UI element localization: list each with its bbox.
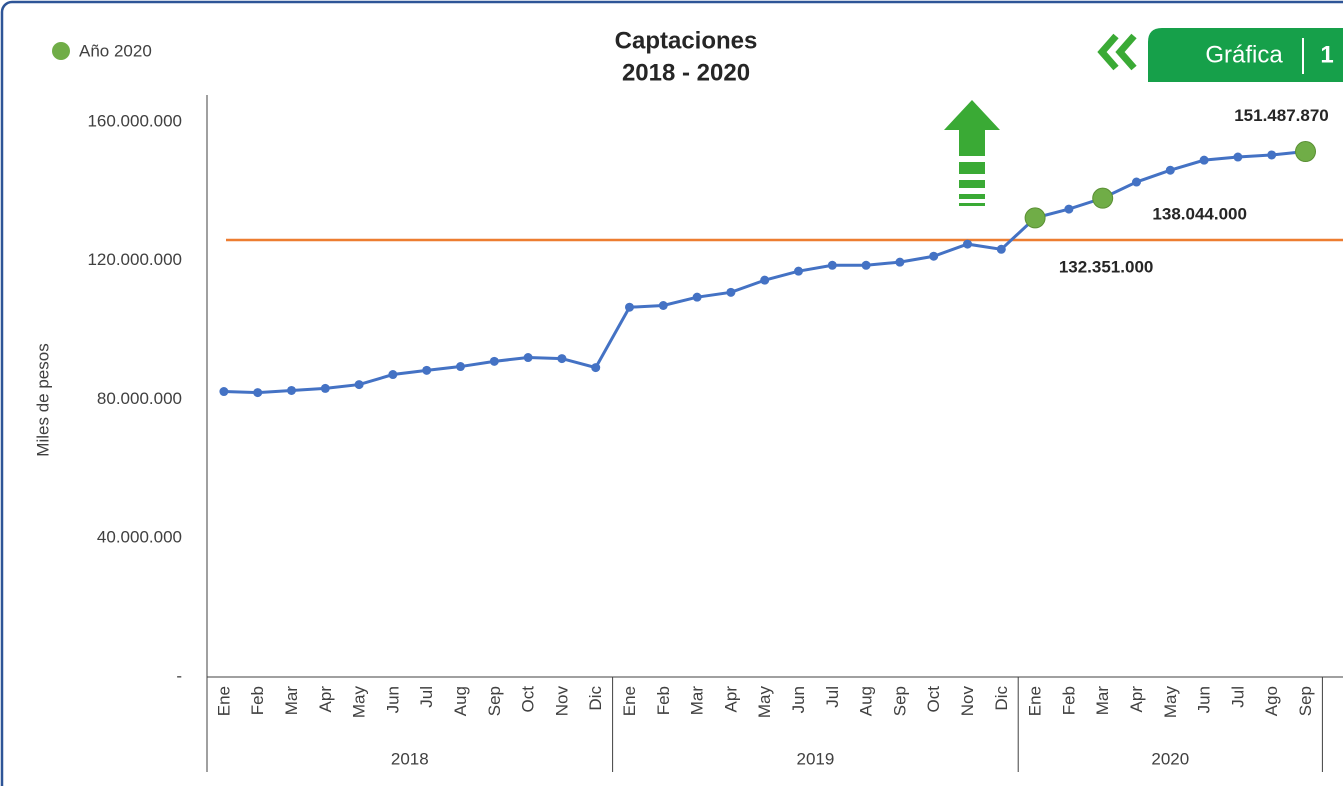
data-point bbox=[354, 380, 364, 390]
data-point bbox=[726, 287, 736, 297]
data-point bbox=[760, 275, 770, 285]
data-point bbox=[692, 292, 702, 302]
highlight-point bbox=[1024, 207, 1046, 229]
data-point bbox=[963, 239, 972, 249]
y-tick-label: 80.000.000 bbox=[97, 389, 182, 408]
x-tick-label: Jun bbox=[789, 686, 808, 713]
x-tick-label: Sep bbox=[890, 686, 909, 716]
data-point bbox=[388, 370, 398, 380]
x-tick-label: Ene bbox=[1026, 686, 1045, 716]
y-tick-label: 120.000.000 bbox=[87, 250, 182, 269]
data-label: 138.044.000 bbox=[1152, 205, 1247, 224]
x-tick-label: Apr bbox=[316, 686, 335, 713]
data-point bbox=[996, 244, 1006, 254]
data-point bbox=[287, 385, 296, 395]
y-tick-label: 160.000.000 bbox=[87, 111, 182, 130]
data-point bbox=[489, 356, 499, 366]
x-tick-label: May bbox=[1161, 686, 1180, 719]
chart-title: 2018 - 2020 bbox=[622, 59, 750, 86]
x-tick-label: Mar bbox=[1093, 686, 1112, 716]
x-tick-label: Feb bbox=[654, 686, 673, 715]
legend-marker bbox=[52, 42, 70, 60]
legend-label: Año 2020 bbox=[79, 41, 152, 60]
data-point bbox=[1233, 152, 1243, 162]
group-label: 2020 bbox=[1151, 749, 1189, 768]
up-arrow bbox=[944, 100, 1000, 206]
data-label: 151.487.870 bbox=[1234, 106, 1329, 125]
x-tick-label: Aug bbox=[857, 686, 876, 716]
group-label: 2018 bbox=[391, 749, 429, 768]
y-axis-label: Miles de pesos bbox=[33, 343, 52, 456]
data-point bbox=[1199, 155, 1209, 165]
data-point bbox=[658, 300, 668, 310]
group-label: 2019 bbox=[796, 749, 834, 768]
x-tick-label: Sep bbox=[485, 686, 504, 716]
data-point bbox=[422, 365, 432, 375]
badge: Gráfica 1 bbox=[1097, 28, 1343, 82]
data-point bbox=[1165, 165, 1175, 175]
data-point bbox=[1132, 177, 1141, 187]
highlight-point bbox=[1092, 187, 1114, 209]
x-tick-label: Feb bbox=[248, 686, 267, 715]
x-tick-label: Jun bbox=[383, 686, 402, 713]
x-tick-label: Ene bbox=[214, 686, 233, 716]
data-point bbox=[591, 363, 601, 373]
x-tick-label: Mar bbox=[688, 686, 707, 716]
x-tick-label: May bbox=[350, 686, 369, 719]
data-point bbox=[625, 302, 634, 312]
highlight-point bbox=[1295, 141, 1316, 163]
x-tick-label: Jul bbox=[1228, 686, 1247, 708]
x-tick-label: Dic bbox=[992, 686, 1011, 711]
data-point bbox=[1267, 150, 1277, 160]
x-tick-label: Ago bbox=[1262, 686, 1281, 716]
badge-bg bbox=[1148, 28, 1343, 82]
x-tick-label: Mar bbox=[282, 686, 301, 716]
chart-title: Captaciones bbox=[615, 27, 758, 54]
chevrons bbox=[1097, 33, 1137, 71]
data-point bbox=[827, 260, 837, 270]
badge-label: Gráfica bbox=[1205, 41, 1283, 68]
x-tick-label: Jul bbox=[823, 686, 842, 708]
x-tick-label: Dic bbox=[586, 686, 605, 711]
data-point bbox=[320, 383, 330, 393]
data-point bbox=[557, 354, 567, 364]
x-tick-label: Ene bbox=[620, 686, 639, 716]
x-tick-label: Oct bbox=[924, 686, 943, 713]
data-point bbox=[895, 257, 905, 267]
x-tick-label: Nov bbox=[958, 686, 977, 717]
x-tick-label: Oct bbox=[519, 686, 538, 713]
x-tick-label: Apr bbox=[721, 686, 740, 713]
x-tick-label: May bbox=[755, 686, 774, 719]
y-tick-label: 40.000.000 bbox=[97, 528, 182, 547]
data-point bbox=[929, 251, 939, 261]
data-point bbox=[794, 266, 803, 276]
x-tick-label: Jul bbox=[417, 686, 436, 708]
data-point bbox=[456, 362, 465, 372]
x-tick-label: Apr bbox=[1127, 686, 1146, 713]
x-tick-label: Feb bbox=[1059, 686, 1078, 715]
data-point bbox=[1064, 204, 1074, 214]
x-tick-label: Aug bbox=[451, 686, 470, 716]
data-point bbox=[523, 353, 533, 363]
data-point bbox=[219, 387, 229, 397]
x-tick-label: Jun bbox=[1195, 686, 1214, 713]
y-tick-label: - bbox=[176, 666, 182, 685]
data-point bbox=[253, 388, 263, 398]
data-label: 132.351.000 bbox=[1059, 257, 1154, 276]
data-point bbox=[861, 260, 871, 270]
badge-number: 1 bbox=[1320, 41, 1333, 68]
x-tick-label: Sep bbox=[1296, 686, 1315, 716]
x-tick-label: Nov bbox=[552, 686, 571, 717]
